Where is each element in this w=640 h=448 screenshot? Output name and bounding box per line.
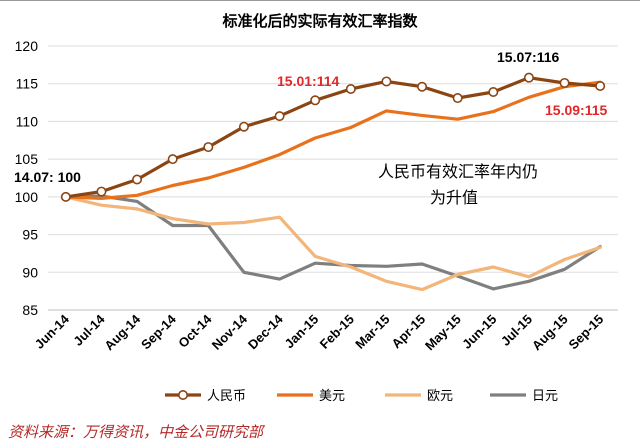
legend-marker: [178, 389, 189, 400]
x-tick-label: Sep-15: [566, 312, 607, 353]
y-tick-label: 95: [22, 227, 38, 243]
y-tick-label: 100: [15, 189, 39, 205]
annotation-start: 14.07: 100: [14, 169, 81, 185]
data-point-marker: [132, 174, 143, 185]
y-tick-label: 110: [16, 113, 39, 129]
x-tick-label: Mar-15: [352, 312, 392, 352]
legend-label: 美元: [319, 389, 345, 404]
annotation-note-line2: 为升值: [430, 188, 478, 207]
legend-label: 日元: [532, 389, 558, 404]
x-tick-label: Nov-14: [209, 311, 251, 353]
x-tick-label: Jun-15: [459, 312, 499, 352]
data-point-marker: [417, 81, 428, 92]
data-point-marker: [523, 72, 534, 83]
top-border: [0, 0, 640, 1]
source-note: 资料来源：万得资讯，中金公司研究部: [8, 423, 264, 441]
y-tick-label: 120: [15, 38, 39, 54]
x-tick-label: Oct-14: [175, 311, 215, 351]
series-line-0: [64, 76, 602, 199]
y-tick-label: 105: [15, 151, 39, 167]
annotation-jul15: 15.07:116: [497, 49, 559, 65]
x-tick-label: Jan-15: [282, 312, 322, 352]
data-point-marker: [452, 93, 463, 104]
series-line-1: [64, 80, 602, 200]
data-point-marker: [60, 191, 71, 202]
y-tick-label: 115: [16, 76, 39, 92]
data-point-marker: [488, 87, 499, 98]
data-point-marker: [238, 121, 249, 132]
data-point-marker: [310, 95, 321, 106]
annotation-jan15: 15.01:114: [277, 73, 339, 89]
data-point-marker: [203, 142, 214, 153]
y-tick-label: 85: [22, 302, 38, 318]
x-tick-label: May-15: [422, 312, 464, 354]
annotation-note-line1: 人民币有效汇率年内仍: [378, 162, 538, 181]
x-tick-label: Feb-15: [317, 312, 357, 352]
x-tick-label: Apr-15: [388, 312, 428, 352]
data-point-marker: [345, 83, 356, 94]
data-point-marker: [167, 154, 178, 165]
legend-label: 人民币: [207, 389, 246, 404]
annotation-sep15: 15.09:115: [545, 102, 607, 118]
legend-label: 欧元: [427, 389, 453, 404]
x-tick-label: Aug-14: [101, 311, 143, 353]
data-point-marker: [96, 186, 107, 197]
data-point-marker: [381, 76, 392, 87]
y-tick-label: 90: [22, 264, 38, 280]
chart-title: 标准化后的实际有效汇率指数: [221, 12, 418, 30]
data-point-marker: [559, 77, 570, 88]
x-tick-label: Aug-15: [529, 312, 571, 354]
x-tick-label: Sep-14: [138, 311, 179, 352]
data-point-marker: [595, 80, 606, 91]
data-point-marker: [274, 111, 285, 122]
x-tick-label: Dec-14: [245, 311, 286, 352]
series-line-2: [64, 195, 602, 292]
